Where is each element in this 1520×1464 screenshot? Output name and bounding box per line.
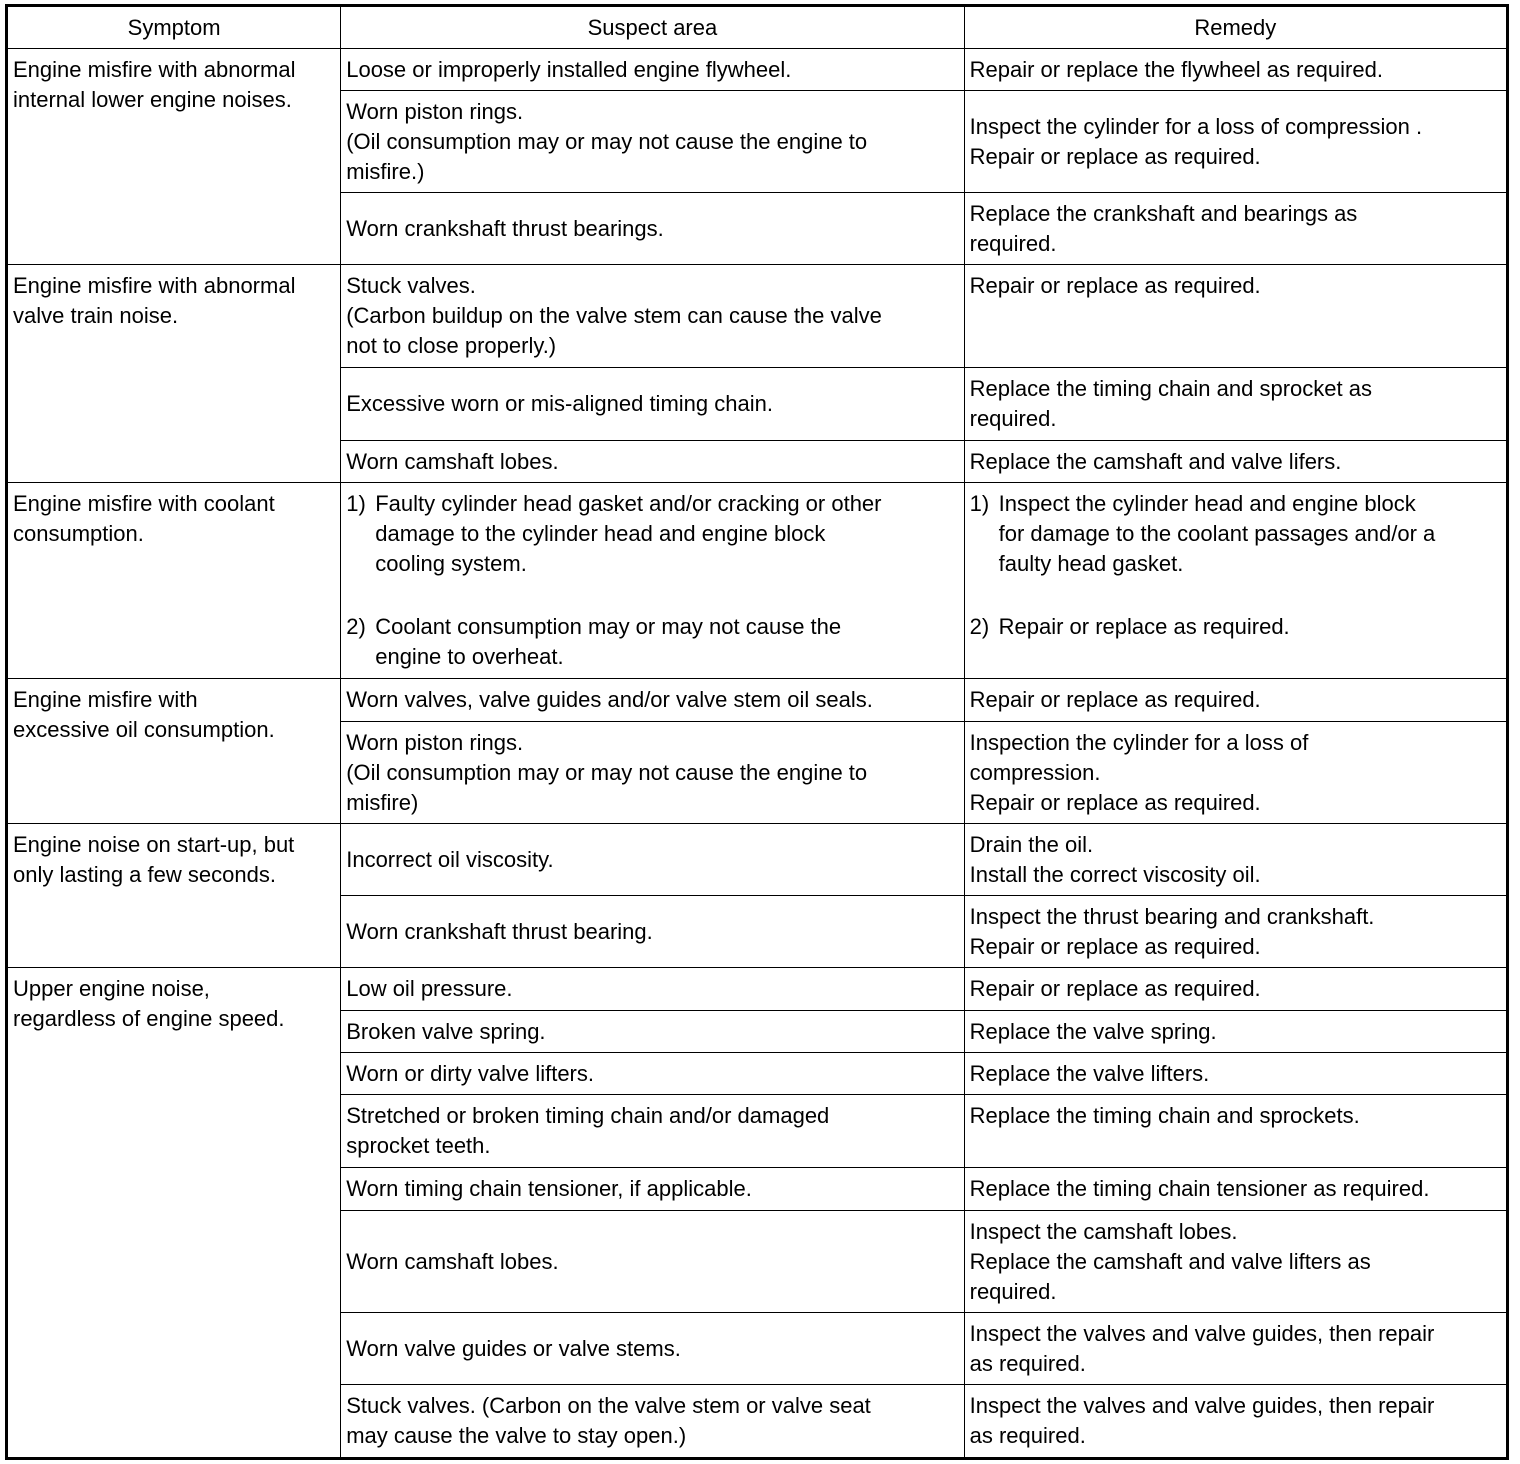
- item-text: Faulty cylinder head gasket and/or crack…: [375, 491, 882, 576]
- table-row: Stretched or broken timing chain and/or …: [7, 1094, 1509, 1168]
- numbered-item: 1) Inspect the cylinder head and engine b…: [970, 489, 1501, 579]
- item-text: Coolant consumption may or may not cause…: [375, 614, 842, 669]
- table-row: Worn or dirty valve lifters. Replace the …: [7, 1052, 1509, 1095]
- remedy-cell: Replace the valve lifters.: [963, 1052, 1509, 1095]
- header-suspect-area: Suspect area: [340, 5, 965, 49]
- suspect-area-cell: Worn valves, valve guides and/or valve s…: [340, 678, 965, 722]
- suspect-area-cell: Broken valve spring.: [340, 1010, 965, 1053]
- suspect-area-cell: Worn or dirty valve lifters.: [340, 1052, 965, 1095]
- table-row: Worn crankshaft thrust bearings. Replace …: [7, 192, 1509, 265]
- table-row: Upper engine noise, regardless of engine…: [5, 967, 1509, 1459]
- remedy-cell: Replace the timing chain and sprocket as…: [963, 367, 1509, 441]
- symptom-cell: Engine misfire with abnormal valve train…: [5, 264, 342, 483]
- remedy-cell: Inspection the cylinder for a loss of co…: [963, 721, 1509, 824]
- suspect-area-cell: 1) Faulty cylinder head gasket and/or cra…: [340, 482, 965, 679]
- symptom-cell: Engine misfire with excessive oil consum…: [5, 678, 342, 824]
- remedy-cell: Drain the oil. Install the correct visco…: [963, 823, 1509, 896]
- numbered-item: 2) Repair or replace as required.: [970, 612, 1501, 642]
- remedy-cell: Replace the valve spring.: [963, 1010, 1509, 1053]
- table-row: Worn piston rings. (Oil consumption may …: [7, 721, 1509, 824]
- item-number: 2): [346, 614, 366, 639]
- remedy-cell: Inspect the camshaft lobes. Replace the …: [963, 1210, 1509, 1313]
- remedy-cell: Repair or replace as required.: [963, 678, 1509, 722]
- table-row: Engine misfire with coolant consumption.…: [5, 482, 1509, 679]
- table-row: Worn camshaft lobes. Inspect the camshaft…: [7, 1210, 1509, 1313]
- suspect-area-cell: Worn valve guides or valve stems.: [340, 1312, 965, 1385]
- numbered-item: 1) Faulty cylinder head gasket and/or cra…: [346, 489, 958, 579]
- remedy-cell: Inspect the thrust bearing and crankshaf…: [963, 895, 1509, 968]
- numbered-item: 2) Coolant consumption may or may not cau…: [346, 612, 958, 672]
- suspect-area-cell: Worn piston rings. (Oil consumption may …: [340, 90, 965, 193]
- header-row: Symptom Suspect area Remedy: [5, 5, 1509, 49]
- suspect-area-cell: Worn timing chain tensioner, if applicab…: [340, 1167, 965, 1211]
- suspect-area-cell: Stuck valves. (Carbon on the valve stem …: [340, 1384, 965, 1459]
- table-row: Worn piston rings. (Oil consumption may …: [7, 90, 1509, 193]
- header-symptom: Symptom: [5, 5, 342, 49]
- item-gap: [970, 579, 1501, 612]
- symptom-cell: Engine misfire with abnormal internal lo…: [5, 48, 342, 265]
- remedy-cell: Inspect the valves and valve guides, the…: [963, 1312, 1509, 1385]
- suspect-area-cell: Worn crankshaft thrust bearings.: [340, 192, 965, 265]
- item-number: 1): [346, 491, 366, 516]
- remedy-cell: Replace the timing chain and sprockets.: [963, 1094, 1509, 1168]
- suspect-area-cell: Stuck valves. (Carbon buildup on the val…: [340, 264, 965, 368]
- table-row: Worn timing chain tensioner, if applicab…: [7, 1167, 1509, 1211]
- suspect-area-cell: Worn camshaft lobes.: [340, 1210, 965, 1313]
- remedy-cell: Repair or replace as required.: [963, 264, 1509, 368]
- table-row: Stuck valves. (Carbon on the valve stem …: [7, 1384, 1509, 1459]
- remedy-cell: Inspect the cylinder for a loss of compr…: [963, 90, 1509, 193]
- suspect-area-cell: Worn crankshaft thrust bearing.: [340, 895, 965, 968]
- table-row: Engine noise on start-up, but only lasti…: [5, 823, 1509, 968]
- item-gap: [346, 579, 958, 612]
- suspect-area-cell: Stretched or broken timing chain and/or …: [340, 1094, 965, 1168]
- remedy-cell: Replace the timing chain tensioner as re…: [963, 1167, 1509, 1211]
- remedy-cell: Repair or replace the flywheel as requir…: [963, 48, 1509, 91]
- item-text: Inspect the cylinder head and engine blo…: [998, 491, 1436, 576]
- symptom-cell: Engine noise on start-up, but only lasti…: [5, 823, 342, 968]
- suspect-area-cell: Excessive worn or mis-aligned timing cha…: [340, 367, 965, 441]
- remedy-cell: Replace the crankshaft and bearings as r…: [963, 192, 1509, 265]
- remedy-cell: 1) Inspect the cylinder head and engine b…: [963, 482, 1509, 679]
- symptom-cell: Engine misfire with coolant consumption.: [5, 482, 342, 679]
- remedy-cell: Repair or replace as required.: [963, 967, 1509, 1011]
- suspect-area-cell: Loose or improperly installed engine fly…: [340, 48, 965, 91]
- suspect-area-cell: Incorrect oil viscosity.: [340, 823, 965, 896]
- item-number: 2): [969, 614, 990, 639]
- table-row: Worn valve guides or valve stems. Inspect…: [7, 1312, 1509, 1385]
- troubleshooting-table: Symptom Suspect area Remedy Engine misfi…: [5, 4, 1509, 1460]
- table-row: Worn camshaft lobes. Replace the camshaft…: [7, 440, 1509, 483]
- symptom-cell: Upper engine noise, regardless of engine…: [5, 967, 342, 1459]
- table-row: Engine misfire with abnormal valve train…: [5, 264, 1509, 483]
- item-number: 1): [969, 491, 990, 516]
- suspect-area-cell: Worn piston rings. (Oil consumption may …: [340, 721, 965, 824]
- remedy-cell: Inspect the valves and valve guides, the…: [963, 1384, 1509, 1459]
- header-remedy: Remedy: [963, 5, 1509, 49]
- remedy-cell: Replace the camshaft and valve lifers.: [963, 440, 1509, 483]
- table-row: Engine misfire with excessive oil consum…: [5, 678, 1509, 824]
- table-row: Engine misfire with abnormal internal lo…: [5, 48, 1509, 265]
- suspect-area-cell: Worn camshaft lobes.: [340, 440, 965, 483]
- suspect-area-cell: Low oil pressure.: [340, 967, 965, 1011]
- item-text: Repair or replace as required.: [998, 614, 1290, 639]
